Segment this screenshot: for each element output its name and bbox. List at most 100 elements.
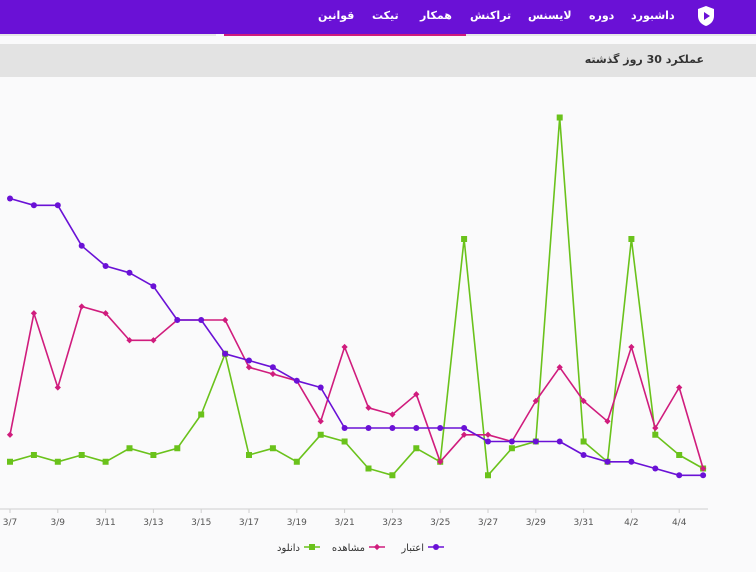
x-tick-label: 3/31: [573, 518, 593, 528]
data-point: [365, 425, 372, 431]
nav-course[interactable]: دوره: [589, 9, 615, 22]
main-nav: داشبورد دوره لایسنس تراکنش همکار تیکت قو…: [0, 9, 756, 29]
data-point: [174, 445, 181, 452]
data-point: [198, 411, 205, 418]
data-point: [604, 458, 611, 465]
data-point: [413, 391, 420, 398]
section-title: عملکرد 30 روز گذشته: [584, 53, 704, 66]
data-point: [460, 431, 468, 438]
data-point: [461, 236, 468, 242]
data-point: [30, 452, 37, 458]
data-point: [461, 425, 468, 431]
data-point: [437, 425, 444, 431]
data-point: [389, 411, 396, 418]
x-tick-label: 3/27: [478, 518, 498, 528]
tab-underline: [466, 34, 756, 36]
legend-marker: [309, 544, 315, 550]
data-point: [389, 472, 396, 479]
data-point: [485, 472, 491, 479]
x-tick-label: 4/4: [672, 518, 687, 528]
data-point: [365, 404, 372, 411]
x-tick-label: 3/13: [143, 518, 163, 528]
data-point: [293, 377, 300, 384]
data-point: [532, 438, 539, 445]
data-point: [652, 465, 659, 472]
legend-label: دانلود: [277, 543, 300, 554]
data-point: [628, 458, 635, 465]
data-point: [222, 350, 229, 357]
data-point: [54, 458, 61, 465]
shield-play-logo-icon[interactable]: [696, 5, 716, 27]
legend-label: اعتبار: [400, 543, 424, 554]
data-point: [6, 431, 14, 438]
data-point: [78, 242, 85, 249]
x-tick-label: 3/29: [526, 518, 546, 528]
data-point: [580, 438, 587, 445]
data-point: [30, 310, 38, 317]
legend-label: مشاهده: [332, 543, 365, 554]
data-point: [317, 431, 324, 438]
tab-underline: [0, 34, 216, 36]
data-point: [78, 303, 85, 310]
data-point: [389, 425, 396, 431]
section-header: عملکرد 30 روز گذشته: [0, 44, 756, 77]
data-point: [102, 458, 109, 465]
nav-transaction[interactable]: تراکنش: [470, 9, 512, 22]
data-point: [437, 458, 444, 465]
data-point: [7, 195, 13, 202]
performance-chart: 3/7 3/9 3/11 3/13 3/15 3/17 3/19 3/21 3/23 3/25 3/…: [0, 77, 756, 572]
data-point: [317, 384, 324, 391]
data-point: [269, 370, 277, 378]
nav-rules[interactable]: قوانین: [318, 9, 355, 22]
legend-marker: [433, 544, 439, 550]
data-point: [198, 317, 205, 323]
x-tick-label: 3/9: [51, 518, 66, 528]
data-point: [102, 263, 109, 269]
data-point: [413, 425, 420, 431]
tab-underline-active: [224, 34, 466, 36]
data-point: [484, 431, 492, 438]
data-point: [628, 343, 635, 351]
series-line: [9, 305, 704, 469]
data-point: [556, 114, 563, 121]
data-point: [317, 418, 324, 425]
data-point: [54, 202, 61, 209]
data-point: [54, 384, 61, 391]
data-point: [700, 472, 707, 479]
x-tick-label: 4/2: [624, 518, 638, 528]
top-navbar: داشبورد دوره لایسنس تراکنش همکار تیکت قو…: [0, 0, 756, 34]
x-tick-label: 3/11: [95, 518, 115, 528]
x-tick-label: 3/21: [334, 518, 354, 528]
data-point: [150, 283, 157, 290]
active-nav-caret-icon: [643, 28, 655, 34]
data-point: [413, 445, 420, 452]
x-tick-label: 3/23: [382, 518, 402, 528]
x-tick-label: 3/19: [287, 518, 307, 528]
x-tick-label: 3/15: [191, 518, 211, 528]
legend-marker: [373, 543, 381, 551]
data-point: [126, 445, 133, 452]
data-point: [341, 343, 348, 351]
data-point: [556, 438, 563, 445]
data-point: [485, 438, 491, 445]
data-point: [293, 458, 300, 465]
data-point: [652, 431, 659, 438]
x-tick-label: 3/17: [239, 518, 259, 528]
data-point: [269, 445, 276, 452]
nav-ticket[interactable]: تیکت: [372, 9, 399, 22]
data-point: [508, 445, 515, 452]
nav-dashboard[interactable]: داشبورد: [631, 9, 675, 22]
nav-license[interactable]: لایسنس: [528, 9, 572, 22]
data-point: [341, 425, 348, 431]
data-point: [30, 202, 37, 209]
data-point: [676, 452, 683, 458]
data-point: [221, 316, 229, 324]
series-line: [9, 197, 704, 477]
data-point: [365, 465, 372, 472]
data-point: [580, 452, 587, 458]
data-point: [102, 310, 109, 317]
nav-partner[interactable]: همکار: [420, 9, 452, 22]
data-point: [246, 452, 252, 458]
x-tick-label: 3/25: [430, 518, 450, 528]
data-point: [126, 269, 133, 276]
